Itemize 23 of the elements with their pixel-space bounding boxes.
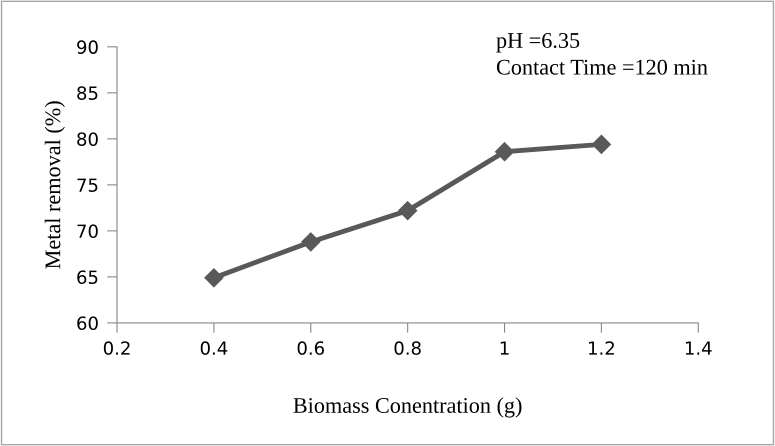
point	[301, 232, 320, 252]
y-tick-label: 65	[77, 270, 98, 284]
y-tick-label: 75	[77, 178, 98, 192]
point	[204, 268, 224, 288]
annotation: pH =6.35	[496, 33, 580, 52]
point	[398, 201, 418, 220]
x-tick-label: 1.2	[589, 341, 614, 355]
x-tick-label: 1	[500, 342, 509, 355]
y-tick-label: 80	[77, 132, 98, 146]
y-tick-label: 70	[77, 224, 98, 238]
x-axis-title: Biomass Conentration (g)	[293, 397, 522, 418]
y-tick-label: 90	[77, 40, 98, 54]
x-tick-label: 0.6	[298, 341, 324, 355]
y-tick-label: 85	[77, 86, 98, 100]
annotation: Contact Time =120 min	[496, 60, 708, 75]
x-tick-label: 0.2	[104, 341, 130, 355]
x-tick-label: 1.4	[686, 342, 712, 355]
point	[494, 142, 514, 162]
y-tick-label: 60	[77, 316, 98, 330]
x-tick-label: 0.8	[394, 341, 421, 355]
point	[592, 134, 611, 154]
y-axis-title: Metal removal (%)	[44, 101, 65, 269]
x-tick-label: 0.4	[200, 341, 228, 355]
